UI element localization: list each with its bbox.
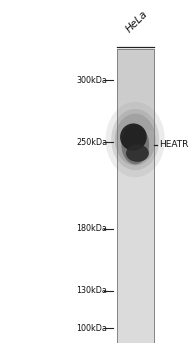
Text: 130kDa: 130kDa [77, 286, 108, 295]
Ellipse shape [120, 124, 147, 151]
Ellipse shape [126, 145, 149, 162]
Ellipse shape [111, 109, 159, 170]
Text: HeLa: HeLa [124, 8, 150, 34]
Bar [117, 49, 154, 343]
Ellipse shape [121, 125, 149, 164]
Text: 180kDa: 180kDa [77, 224, 108, 233]
Ellipse shape [115, 114, 156, 166]
Text: HEATR1: HEATR1 [159, 140, 189, 149]
Text: 250kDa: 250kDa [76, 138, 108, 147]
Text: 300kDa: 300kDa [77, 76, 108, 84]
Ellipse shape [106, 102, 165, 177]
Text: 100kDa: 100kDa [77, 324, 108, 332]
